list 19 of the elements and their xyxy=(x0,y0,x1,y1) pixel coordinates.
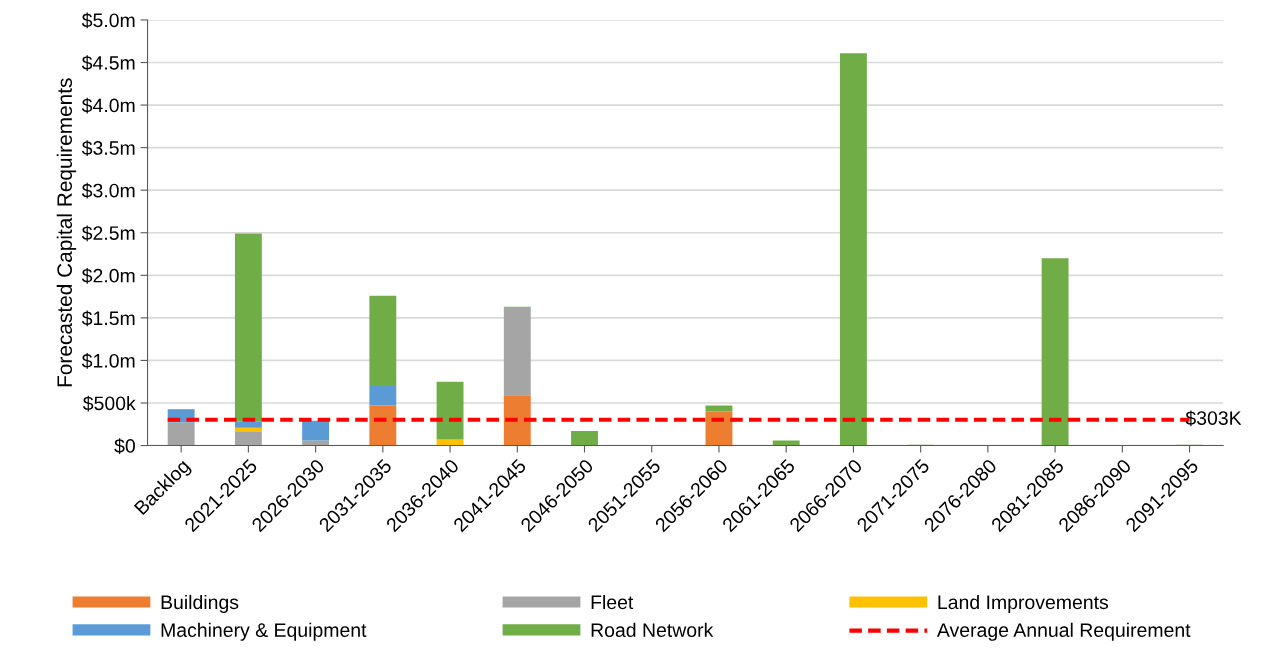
y-tick-label: $2.0m xyxy=(81,267,135,284)
legend-label: Fleet xyxy=(591,594,634,610)
legend-label: Land Improvements xyxy=(938,594,1109,613)
y-tick-label: $4.5m xyxy=(81,55,135,71)
legend-label: Buildings xyxy=(161,594,239,613)
y-tick-label: $500k xyxy=(82,395,136,412)
y-tick-label: $0 xyxy=(114,438,135,454)
annotation: $303K xyxy=(1185,410,1242,427)
y-tick-label: $2.5m xyxy=(81,225,135,242)
y-axis-title: Forecasted Capital Requirements xyxy=(56,78,77,387)
y-tick-label: $5.0m xyxy=(81,12,135,29)
legend-label: Road Network xyxy=(591,622,714,638)
y-tick-label: $3.5m xyxy=(81,140,135,157)
y-tick-label: $1.5m xyxy=(81,310,135,327)
legend-label: Machinery & Equipment xyxy=(161,622,367,641)
y-tick-label: $1.0m xyxy=(81,353,135,369)
y-tick-label: $3.0m xyxy=(81,182,135,199)
y-tick-label: $4.0m xyxy=(81,97,135,114)
legend-label: Average Annual Requirement xyxy=(936,622,1191,641)
